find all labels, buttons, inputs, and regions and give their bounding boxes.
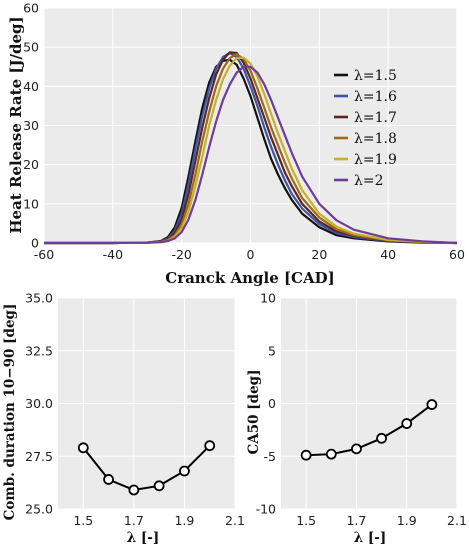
- y-axis-label-bottom-left: Comb. duration 10−90 [deg]: [2, 304, 18, 521]
- x-tick-label: -20: [171, 247, 191, 262]
- comb-duration-panel: 1.5 1.7 1.9 2.1 25.027.530.032.535.0 λ [-] …: [2, 291, 245, 547]
- x-axis-label-bottom-left: λ [-]: [127, 530, 160, 546]
- y-tick-label: 20: [23, 157, 39, 172]
- y-tick-label: -5: [264, 449, 276, 464]
- x-tick-label: 2.1: [447, 513, 467, 528]
- y-axis-label-bottom-right: CA50 [deg]: [246, 370, 262, 455]
- x-tick-label: 1.5: [296, 513, 316, 528]
- x-tick-label: -40: [103, 247, 123, 262]
- data-point: [103, 474, 114, 485]
- x-tick-label: -60: [34, 247, 54, 262]
- data-point: [204, 440, 216, 452]
- y-tick-label: 50: [23, 40, 39, 55]
- y-tick-label: 40: [23, 79, 39, 94]
- y-tick-label: 30.0: [25, 396, 53, 411]
- y-ticks-bottom-right: -10 -5 0 5 10: [256, 291, 276, 517]
- series-line-0: [44, 58, 458, 245]
- x-tick-label: 0: [247, 247, 255, 262]
- legend-entry: λ=1.6: [354, 89, 397, 105]
- y-tick-label: 30: [23, 118, 39, 133]
- y-tick-label: 60: [23, 1, 39, 16]
- x-axis-label-top: Cranck Angle [CAD]: [165, 269, 335, 287]
- y-ticks-bottom-left: 25.0 27.5 30.0 32.5 35.0: [25, 291, 53, 517]
- legend-entry: λ=1.5: [354, 68, 397, 84]
- series-line-bottom-right: [300, 399, 438, 461]
- series-line-4: [44, 56, 458, 245]
- x-tick-label: 1.7: [346, 513, 366, 528]
- y-tick-label: 0: [268, 396, 276, 411]
- series-lines-top: [44, 51, 458, 245]
- legend: λ=1.5 λ=1.6 λ=1.7 λ=1.8 λ=1.9 λ=2: [334, 68, 397, 189]
- ca50-panel: 1.5 1.7 1.9 2.1 -10 -5 0 5 10 λ [-] CA50 [deg]: [246, 291, 467, 547]
- x-tick-label: 1.5: [73, 513, 93, 528]
- series-line-5: [44, 65, 458, 245]
- data-point: [153, 480, 165, 492]
- y-ticks-top: 0 10 20 30 40 50 60: [23, 1, 39, 251]
- x-tick-label: 60: [449, 247, 465, 262]
- grid-bottom-left: [58, 297, 236, 510]
- x-ticks-bottom-left: 1.5 1.7 1.9 2.1: [73, 513, 245, 528]
- y-tick-label: 35.0: [25, 291, 53, 306]
- grid-bottom-right: [281, 297, 458, 510]
- x-tick-label: 20: [311, 247, 327, 262]
- data-point: [351, 443, 362, 455]
- series-line-3: [44, 53, 458, 245]
- data-point: [426, 399, 438, 410]
- legend-entry: λ=1.9: [354, 152, 397, 168]
- y-tick-label: 5: [268, 343, 276, 358]
- y-tick-label: 0: [31, 236, 39, 251]
- x-tick-label: 40: [380, 247, 396, 262]
- y-tick-label: 32.5: [25, 343, 53, 358]
- y-tick-label: 25.0: [25, 502, 53, 517]
- x-tick-label: 2.1: [225, 513, 245, 528]
- series-line: [82, 444, 211, 492]
- series-line-bottom-left: [77, 440, 216, 496]
- data-point: [179, 465, 190, 477]
- y-axis-label-top: Heat Release Rate [J/deg]: [7, 16, 25, 233]
- data-point: [376, 432, 387, 444]
- y-tick-label: -10: [256, 502, 276, 517]
- x-tick-label: 1.9: [397, 513, 417, 528]
- data-point: [401, 418, 413, 429]
- x-ticks-bottom-right: 1.5 1.7 1.9 2.1: [296, 513, 467, 528]
- data-point: [300, 449, 312, 461]
- legend-entry: λ=1.7: [354, 110, 397, 126]
- x-axis-label-bottom-right: λ [-]: [354, 530, 387, 546]
- y-tick-label: 27.5: [25, 449, 53, 464]
- x-tick-label: 1.7: [124, 513, 144, 528]
- x-tick-label: 1.9: [174, 513, 194, 528]
- data-point: [325, 448, 337, 460]
- y-tick-label: 10: [260, 291, 276, 306]
- series-line-1: [44, 51, 458, 245]
- data-point: [77, 442, 89, 454]
- legend-entry: λ=2: [354, 173, 384, 189]
- data-point: [128, 484, 140, 496]
- x-ticks-top: -60 -40 -20 0 20 40 60: [34, 247, 465, 262]
- y-tick-label: 10: [23, 196, 39, 211]
- legend-entry: λ=1.8: [354, 131, 397, 147]
